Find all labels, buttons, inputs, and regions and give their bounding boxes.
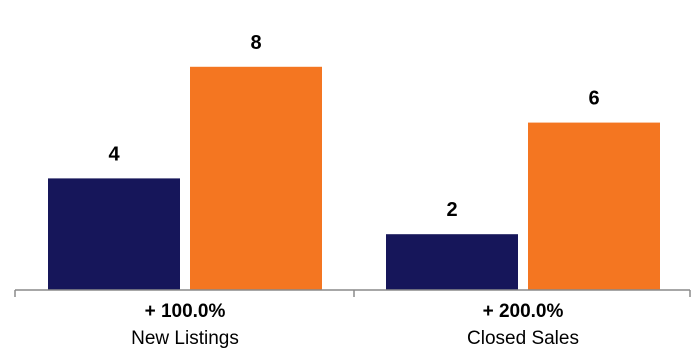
value-label-new-listings-series-2: 8: [250, 32, 261, 54]
bars-layer: [48, 66, 660, 291]
bar-closed-sales-series-1: [386, 234, 518, 290]
bar-new-listings-series-2: [190, 66, 322, 291]
value-label-new-listings-series-1: 4: [108, 143, 120, 165]
category-label-closed-sales: Closed Sales: [467, 328, 579, 349]
category-label-new-listings: New Listings: [131, 328, 239, 349]
value-label-closed-sales-series-2: 6: [588, 88, 599, 110]
bar-closed-sales-series-2: [528, 122, 660, 290]
value-labels-layer: 4 8 2 6: [108, 32, 599, 221]
bar-new-listings-series-1: [48, 178, 180, 290]
change-label-closed-sales: + 200.0%: [483, 301, 564, 322]
value-label-closed-sales-series-1: 2: [446, 199, 457, 221]
x-axis: [14, 289, 691, 297]
category-labels-layer: + 100.0% New Listings + 200.0% Closed Sa…: [131, 301, 579, 349]
change-label-new-listings: + 100.0%: [145, 301, 226, 322]
